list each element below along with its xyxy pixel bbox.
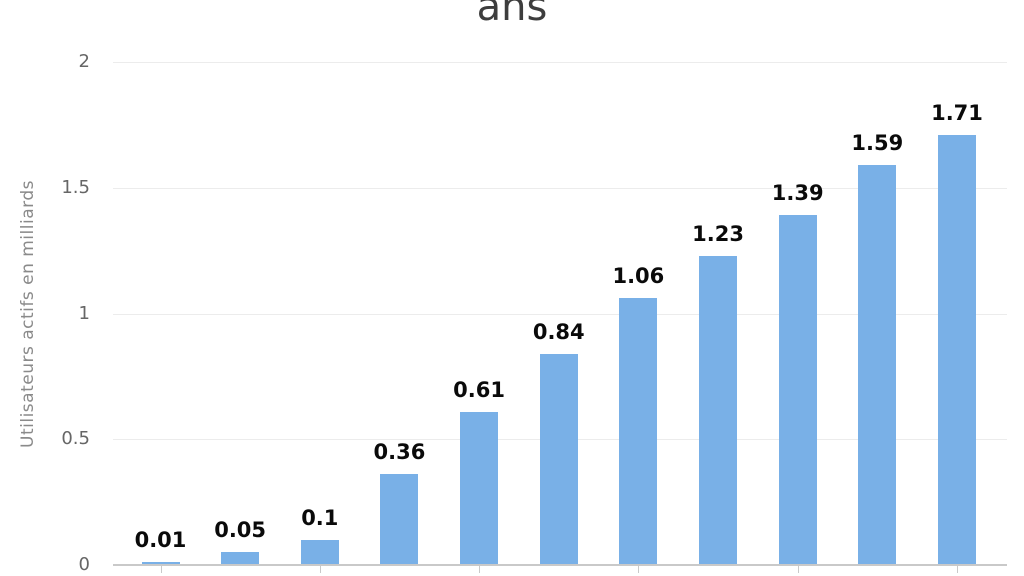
bar bbox=[619, 298, 658, 565]
bar-value-label: 0.84 bbox=[532, 320, 585, 344]
bar bbox=[858, 165, 897, 565]
y-tick-label: 1.5 bbox=[61, 177, 90, 198]
y-tick-label: 2 bbox=[78, 51, 90, 72]
x-tick-mark bbox=[479, 565, 480, 573]
bar-value-label: 0.01 bbox=[134, 528, 187, 552]
y-tick-label: 0 bbox=[78, 554, 90, 575]
bar-value-label: 1.23 bbox=[692, 222, 744, 246]
y-tick-label: 1 bbox=[78, 303, 90, 324]
bar bbox=[141, 562, 180, 565]
bar bbox=[938, 134, 976, 565]
x-axis-line bbox=[113, 564, 1007, 566]
bar bbox=[221, 552, 260, 565]
bar-value-label: 0.36 bbox=[373, 440, 426, 464]
bar bbox=[778, 215, 817, 565]
bar bbox=[300, 539, 339, 565]
gridline bbox=[113, 188, 1007, 189]
chart-title: ans bbox=[476, 0, 548, 30]
bar-value-label: 1.71 bbox=[931, 101, 983, 125]
x-tick-mark bbox=[161, 565, 162, 573]
bar-value-label: 0.61 bbox=[453, 378, 505, 402]
bar bbox=[460, 411, 499, 565]
bar-value-label: 0.1 bbox=[301, 506, 339, 530]
x-tick-mark bbox=[798, 565, 799, 573]
bar-value-label: 1.39 bbox=[771, 181, 824, 205]
bar-value-label: 0.05 bbox=[214, 518, 267, 542]
bar bbox=[539, 353, 578, 565]
gridline bbox=[113, 62, 1007, 63]
x-tick-mark bbox=[957, 565, 958, 573]
bar-value-label: 1.06 bbox=[612, 264, 665, 288]
bar bbox=[699, 255, 738, 565]
x-tick-mark bbox=[638, 565, 639, 573]
gridline bbox=[113, 314, 1007, 315]
x-tick-mark bbox=[320, 565, 321, 573]
bar-value-label: 1.59 bbox=[851, 131, 904, 155]
y-tick-label: 0.5 bbox=[61, 428, 90, 449]
bar bbox=[380, 474, 419, 565]
